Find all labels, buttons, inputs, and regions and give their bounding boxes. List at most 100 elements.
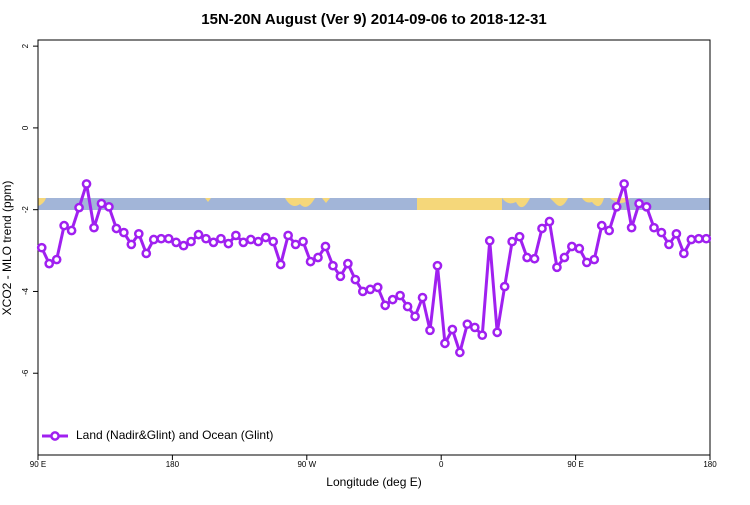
- data-point: [626, 222, 637, 233]
- data-point: [440, 338, 450, 349]
- data-point: [469, 322, 480, 333]
- data-point: [298, 236, 308, 247]
- data-point: [365, 284, 376, 295]
- y-axis-label: XCO2 - MLO trend (ppm): [0, 181, 14, 316]
- data-point: [201, 233, 211, 244]
- data-point: [245, 234, 256, 245]
- data-point: [544, 216, 555, 227]
- data-point: [275, 259, 286, 270]
- data-point: [387, 294, 398, 305]
- data-point: [484, 235, 495, 246]
- y-tick-label: -4: [21, 287, 30, 295]
- plot-frame: [37, 39, 711, 456]
- data-point: [537, 223, 547, 234]
- data-point: [425, 325, 435, 336]
- data-point: [559, 252, 570, 263]
- data-point: [641, 201, 652, 212]
- data-point: [395, 290, 405, 301]
- data-point: [402, 301, 413, 312]
- data-point: [51, 254, 62, 265]
- data-point: [81, 179, 92, 189]
- data-point: [283, 230, 293, 241]
- data-point: [462, 319, 473, 330]
- data-point: [313, 252, 323, 263]
- data-point: [604, 225, 615, 236]
- x-tick-label: 180: [703, 460, 717, 469]
- y-tick-label: -2: [21, 206, 30, 214]
- data-point: [522, 252, 532, 263]
- data-point: [567, 241, 577, 252]
- data-point: [492, 327, 503, 338]
- data-point: [693, 233, 704, 244]
- data-point: [320, 241, 331, 252]
- x-tick-label: 0: [439, 460, 444, 469]
- data-point: [126, 239, 137, 250]
- data-point: [305, 256, 316, 267]
- data-point: [104, 201, 114, 212]
- x-tick-label: 90 E: [567, 460, 583, 469]
- x-tick-label: 90 E: [30, 460, 46, 469]
- data-point: [499, 281, 510, 292]
- data-point: [507, 236, 517, 247]
- data-point: [238, 237, 249, 248]
- x-axis-label: Longitude (deg E): [326, 475, 421, 489]
- data-point: [253, 236, 264, 247]
- data-point: [611, 201, 622, 212]
- data-point: [74, 202, 84, 213]
- data-point: [59, 220, 69, 231]
- data-point: [514, 231, 525, 242]
- data-point: [552, 262, 562, 273]
- data-point: [231, 230, 241, 241]
- data-point: [290, 239, 301, 250]
- data-point: [529, 253, 540, 264]
- data-point: [119, 227, 129, 238]
- y-tick-label: 0: [21, 125, 30, 130]
- data-point: [447, 324, 458, 335]
- data-point: [701, 233, 712, 244]
- data-point: [372, 282, 383, 293]
- data-point: [193, 229, 204, 240]
- data-point: [686, 234, 697, 245]
- data-point: [156, 233, 167, 244]
- data-point: [649, 222, 659, 233]
- data-point: [634, 198, 644, 209]
- data-point: [111, 223, 122, 234]
- data-point: [36, 242, 47, 253]
- data-point: [679, 248, 689, 259]
- legend-label: Land (Nadir&Glint) and Ocean (Glint): [76, 428, 273, 442]
- data-point: [357, 286, 368, 297]
- data-point: [268, 236, 279, 247]
- data-point: [417, 292, 428, 303]
- data-point: [260, 232, 271, 243]
- data-point: [96, 198, 107, 209]
- data-point: [163, 233, 174, 244]
- data-point: [619, 179, 629, 189]
- data-point: [477, 330, 488, 341]
- data-point: [171, 237, 181, 248]
- data-point: [216, 233, 226, 244]
- data-point: [328, 260, 338, 271]
- data-point: [208, 237, 219, 248]
- data-point: [432, 260, 443, 271]
- y-tick-label: 2: [21, 43, 30, 48]
- data-point: [148, 234, 159, 245]
- chart-title: 15N-20N August (Ver 9) 2014-09-06 to 201…: [201, 11, 546, 28]
- data-point: [350, 274, 361, 285]
- data-point: [664, 239, 674, 250]
- land-mask-strip: [38, 198, 710, 210]
- data-point: [343, 258, 353, 269]
- data-point: [335, 271, 346, 282]
- data-point: [596, 220, 607, 231]
- data-point: [178, 240, 189, 251]
- data-point: [133, 228, 144, 239]
- data-point: [89, 222, 99, 233]
- data-point: [581, 257, 592, 268]
- data-point: [410, 311, 420, 322]
- data-point: [186, 236, 196, 247]
- data-point: [455, 347, 465, 358]
- data-point: [671, 228, 682, 239]
- data-point: [656, 227, 667, 238]
- data-point: [380, 300, 391, 311]
- data-point: [589, 254, 600, 265]
- x-tick-label: 180: [166, 460, 180, 469]
